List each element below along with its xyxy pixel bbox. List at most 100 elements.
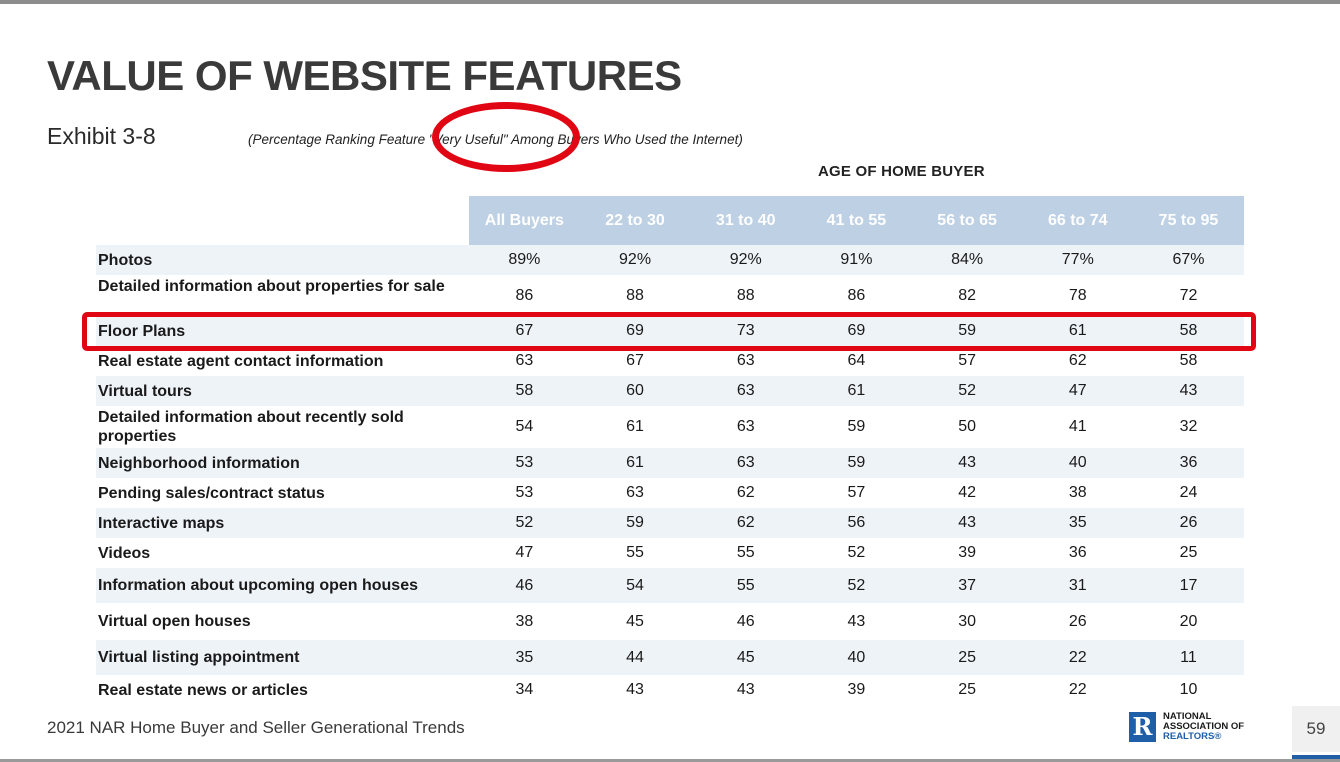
table-row: Real estate agent contact information 63 6… xyxy=(96,346,1244,376)
table-cell: 43 xyxy=(958,514,976,531)
table-cell: 61 xyxy=(626,418,644,435)
realtor-r-icon: R xyxy=(1129,712,1156,742)
row-label: Real estate news or articles xyxy=(98,681,308,699)
table-cell: 50 xyxy=(958,418,976,435)
table-cell: 46 xyxy=(515,576,534,594)
footer-source: 2021 NAR Home Buyer and Seller Generatio… xyxy=(47,718,465,737)
table-cell: 52 xyxy=(847,544,866,561)
row-label: Neighborhood information xyxy=(98,454,300,472)
table-cell: 38 xyxy=(1068,484,1087,501)
table-cell: 25 xyxy=(958,648,976,666)
nar-logo: R NATIONAL ASSOCIATION OF REALTORS® xyxy=(1129,712,1244,742)
table-cell: 35 xyxy=(1068,514,1087,531)
table-cell: 77% xyxy=(1061,251,1094,268)
table-cell: 40 xyxy=(847,648,866,666)
table-cell: 58 xyxy=(1179,352,1198,369)
table-cell: 55 xyxy=(626,544,644,561)
table-cell: 59 xyxy=(626,514,644,531)
table-cell: 59 xyxy=(958,322,976,339)
table-cell: 63 xyxy=(736,382,755,399)
table-cell: 44 xyxy=(626,648,644,666)
table-cell: 39 xyxy=(958,544,976,561)
column-header: 41 to 55 xyxy=(826,211,887,229)
logo-line-2: ASSOCIATION OF xyxy=(1163,721,1245,732)
table-row: Real estate news or articles 34 43 43 39 25 22… xyxy=(96,675,1244,705)
table-cell: 43 xyxy=(958,454,976,471)
table-cell: 34 xyxy=(515,681,534,698)
table-cell: 61 xyxy=(847,382,866,399)
row-label: Detailed information about properties fo… xyxy=(98,278,445,295)
logo-wordmark: NATIONAL ASSOCIATION OF REALTORS® xyxy=(1163,712,1244,742)
table-cell: 45 xyxy=(736,648,755,666)
table-cell: 73 xyxy=(736,322,755,339)
table-cell: 69 xyxy=(626,322,644,339)
table-row: Virtual open houses 38 45 46 43 30 26 20 xyxy=(96,603,1244,640)
table-cell: 41 xyxy=(1068,418,1087,435)
table-row: Detailed information about recently sold… xyxy=(96,406,1244,448)
table-cell: 67 xyxy=(515,322,534,339)
table-cell: 61 xyxy=(1068,322,1087,339)
row-label: Floor Plans xyxy=(98,322,186,340)
table-cell: 46 xyxy=(736,612,755,630)
table-cell: 10 xyxy=(1179,681,1198,698)
table-cell: 88 xyxy=(736,286,755,304)
table-cell: 52 xyxy=(958,382,976,399)
table-cell: 31 xyxy=(1068,576,1087,594)
bottom-border xyxy=(0,759,1340,762)
table-cell: 63 xyxy=(736,352,755,369)
table-cell: 54 xyxy=(626,576,644,594)
table-cell: 38 xyxy=(515,612,534,630)
table-cell: 92% xyxy=(619,251,652,268)
table-cell: 92% xyxy=(729,251,762,268)
table-cell: 67% xyxy=(1172,251,1205,268)
row-label: Real estate agent contact information xyxy=(98,352,384,370)
top-border xyxy=(0,0,1340,4)
table-cell: 43 xyxy=(736,681,755,698)
table-cell: 84% xyxy=(951,251,984,268)
table-cell: 91% xyxy=(840,251,873,268)
column-header: 22 to 30 xyxy=(605,211,665,229)
table-cell: 40 xyxy=(1068,454,1087,471)
table-row: Detailed information about properties fo… xyxy=(96,275,1244,316)
table-cell: 52 xyxy=(847,576,866,594)
table-cell: 22 xyxy=(1068,648,1087,666)
age-group-header: AGE OF HOME BUYER xyxy=(818,163,985,180)
very-useful-circle-annotation xyxy=(432,102,580,172)
table-cell: 43 xyxy=(847,612,866,630)
row-label: Virtual open houses xyxy=(98,613,251,630)
page-number: 59 xyxy=(1292,706,1340,752)
table-cell: 20 xyxy=(1179,612,1198,630)
table-cell: 24 xyxy=(1179,484,1198,501)
row-label: Detailed information about recently sold… xyxy=(98,409,404,445)
column-header: 75 to 95 xyxy=(1158,211,1219,229)
logo-line-3: REALTORS® xyxy=(1163,731,1222,742)
table-cell: 25 xyxy=(1179,544,1198,561)
row-label: Interactive maps xyxy=(98,514,225,532)
table-cell: 11 xyxy=(1180,648,1197,666)
row-label: Videos xyxy=(98,544,151,562)
table-cell: 53 xyxy=(515,484,534,501)
table-cell: 26 xyxy=(1179,514,1198,531)
table-cell: 17 xyxy=(1179,576,1198,594)
table-cell: 86 xyxy=(847,286,866,304)
table-cell: 60 xyxy=(626,382,644,399)
table-row: Videos 47 55 55 52 39 36 25 xyxy=(96,538,1244,568)
floor-plans-highlight-annotation xyxy=(82,312,1256,351)
table-row: Interactive maps 52 59 62 56 43 35 26 xyxy=(96,508,1244,538)
page-title: VALUE OF WEBSITE FEATURES xyxy=(47,52,682,99)
table-cell: 61 xyxy=(626,454,644,471)
table-row: Neighborhood information 53 61 63 59 43 40 36 xyxy=(96,448,1244,478)
column-header: 56 to 65 xyxy=(937,211,997,229)
table-cell: 57 xyxy=(847,484,866,501)
table-cell: 82 xyxy=(958,286,976,304)
table-cell: 63 xyxy=(736,454,755,471)
table-cell: 67 xyxy=(626,352,644,369)
table-cell: 55 xyxy=(736,544,755,561)
table-cell: 63 xyxy=(515,352,534,369)
table-cell: 63 xyxy=(626,484,644,501)
row-label: Virtual tours xyxy=(98,382,192,400)
logo-line-1: NATIONAL xyxy=(1163,711,1212,722)
data-table: Photos 89% 92% 92% 91% 84% 77% 67% Detailed info… xyxy=(96,245,1244,705)
table-cell: 86 xyxy=(515,286,534,304)
row-label: Photos xyxy=(98,251,153,269)
